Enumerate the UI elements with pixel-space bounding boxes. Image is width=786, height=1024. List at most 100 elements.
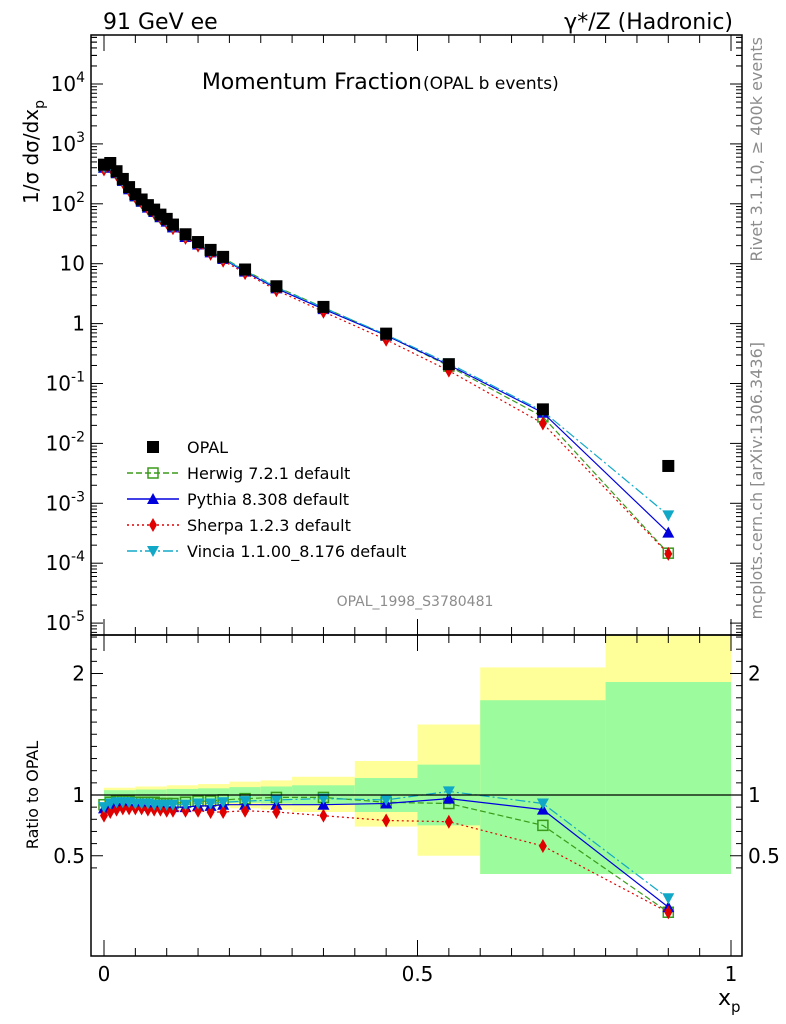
ratio-point-herwig bbox=[537, 819, 549, 832]
main-point-sherpa bbox=[664, 546, 673, 561]
main-point-opal bbox=[217, 250, 230, 263]
band-green bbox=[605, 682, 731, 874]
legend-label: Herwig 7.2.1 default bbox=[187, 464, 350, 483]
ratio-point-sherpa bbox=[112, 802, 121, 817]
main-point-opal bbox=[270, 280, 283, 293]
main-point-pythia bbox=[662, 526, 675, 538]
legend-label: OPAL bbox=[187, 438, 228, 457]
main-point-opal bbox=[317, 300, 330, 313]
ratio-tick-label-right: 0.5 bbox=[748, 844, 780, 868]
legend-marker bbox=[147, 467, 159, 479]
ratio-point-vincia bbox=[239, 796, 252, 808]
ratio-point-vincia bbox=[166, 799, 179, 811]
legend-label: Vincia 1.1.00_8.176 default bbox=[187, 542, 406, 562]
main-point-opal bbox=[380, 327, 393, 340]
ratio-point-vincia bbox=[98, 802, 110, 814]
main-point-opal bbox=[179, 228, 192, 241]
ratio-point-sherpa bbox=[219, 805, 228, 820]
ratio-point-sherpa bbox=[162, 803, 171, 818]
y-tick-label: 10-3 bbox=[46, 489, 85, 515]
ratio-point-pythia bbox=[442, 792, 455, 804]
main-point-opal bbox=[239, 263, 252, 276]
ratio-axis-label: Ratio to OPAL bbox=[23, 741, 42, 849]
x-tick-label: 1 bbox=[725, 962, 738, 986]
legend-entry-4: Vincia 1.1.00_8.176 default bbox=[127, 542, 406, 562]
x-tick-label: 0.5 bbox=[402, 962, 434, 986]
header-right-title: γ*/Z (Hadronic) bbox=[564, 10, 733, 35]
ratio-point-vincia bbox=[179, 799, 192, 811]
legend-entry-1: Herwig 7.2.1 default bbox=[127, 464, 350, 483]
ratio-panel bbox=[98, 786, 675, 920]
y-tick-label: 10 bbox=[60, 252, 85, 276]
y-tick-label: 103 bbox=[51, 130, 85, 156]
main-panel bbox=[98, 156, 675, 561]
y-tick-label: 102 bbox=[51, 190, 85, 216]
legend-entry-3: Sherpa 1.2.3 default bbox=[127, 516, 351, 535]
legend-marker bbox=[149, 518, 157, 532]
ratio-point-vincia bbox=[536, 798, 549, 810]
ratio-point-sherpa bbox=[125, 801, 134, 816]
main-point-opal bbox=[166, 218, 179, 231]
main-point-opal bbox=[536, 403, 549, 416]
main-point-opal bbox=[204, 243, 217, 256]
ratio-point-sherpa bbox=[106, 805, 115, 820]
legend-marker bbox=[147, 493, 159, 504]
legend-label: Pythia 8.308 default bbox=[187, 490, 349, 509]
ratio-point-vincia bbox=[442, 786, 455, 798]
ratio-point-vincia bbox=[204, 798, 217, 810]
x-axis-label: xp bbox=[718, 986, 741, 1016]
y-tick-label: 10-2 bbox=[46, 429, 85, 455]
plot-title-main: Momentum Fraction bbox=[202, 70, 422, 95]
ratio-point-sherpa bbox=[181, 803, 190, 818]
ratio-tick-label: 1 bbox=[72, 783, 85, 807]
x-tick-label: 0 bbox=[98, 962, 111, 986]
ratio-point-sherpa bbox=[241, 803, 250, 818]
ratio-point-vincia bbox=[217, 797, 230, 809]
y-tick-label: 1 bbox=[72, 312, 85, 336]
y-tick-label: 10-1 bbox=[46, 370, 85, 396]
ratio-point-sherpa bbox=[100, 808, 108, 823]
y-tick-label: 10-5 bbox=[46, 609, 85, 635]
ratio-tick-label-right: 1 bbox=[748, 783, 761, 807]
legend-marker bbox=[147, 546, 159, 557]
ratio-point-vincia bbox=[192, 798, 205, 810]
mcplots-label: mcplots.cern.ch [arXiv:1306.3436] bbox=[747, 342, 766, 619]
main-point-opal bbox=[442, 358, 455, 371]
ratio-point-sherpa bbox=[118, 801, 127, 816]
ratio-bands bbox=[104, 635, 731, 874]
legend: OPAL Herwig 7.2.1 default Pythia 8.308 def… bbox=[127, 438, 406, 562]
main-point-opal bbox=[192, 236, 205, 249]
ratio-point-sherpa bbox=[194, 803, 203, 818]
ratio-point-vincia bbox=[662, 893, 675, 905]
ratio-tick-label-right: 2 bbox=[748, 662, 761, 686]
ratio-point-vincia bbox=[380, 794, 393, 806]
ratio-point-sherpa bbox=[168, 803, 177, 818]
ratio-point-vincia bbox=[317, 793, 330, 805]
y-tick-label: 104 bbox=[51, 70, 85, 96]
ratio-series-group bbox=[98, 786, 675, 920]
ratio-point-sherpa bbox=[319, 808, 328, 823]
analysis-id: OPAL_1998_S3780481 bbox=[337, 594, 494, 610]
legend-entry-0: OPAL bbox=[147, 438, 228, 457]
ratio-point-sherpa bbox=[206, 805, 215, 820]
y-axis-label: 1/σ dσ/dxp bbox=[19, 100, 48, 204]
main-line-sherpa bbox=[103, 166, 669, 555]
legend-marker bbox=[147, 441, 159, 453]
legend-label: Sherpa 1.2.3 default bbox=[187, 516, 351, 535]
y-tick-label: 10-4 bbox=[46, 549, 86, 575]
main-point-sherpa bbox=[538, 416, 547, 431]
main-point-opal bbox=[662, 459, 675, 472]
y-axis-label-text: 1/σ dσ/dxp bbox=[19, 100, 48, 204]
rivet-version-label: Rivet 3.1.10, ≥ 400k events bbox=[747, 37, 766, 262]
ratio-point-vincia bbox=[270, 794, 283, 806]
ratio-point-sherpa bbox=[664, 905, 673, 920]
legend-entry-2: Pythia 8.308 default bbox=[127, 490, 349, 509]
ratio-point-sherpa bbox=[382, 813, 391, 828]
ratio-tick-label: 2 bbox=[72, 662, 85, 686]
ratio-point-sherpa bbox=[272, 805, 281, 820]
ratio-point-sherpa bbox=[444, 814, 453, 829]
header-left-title: 91 GeV ee bbox=[103, 10, 218, 35]
ratio-point-sherpa bbox=[143, 802, 152, 817]
